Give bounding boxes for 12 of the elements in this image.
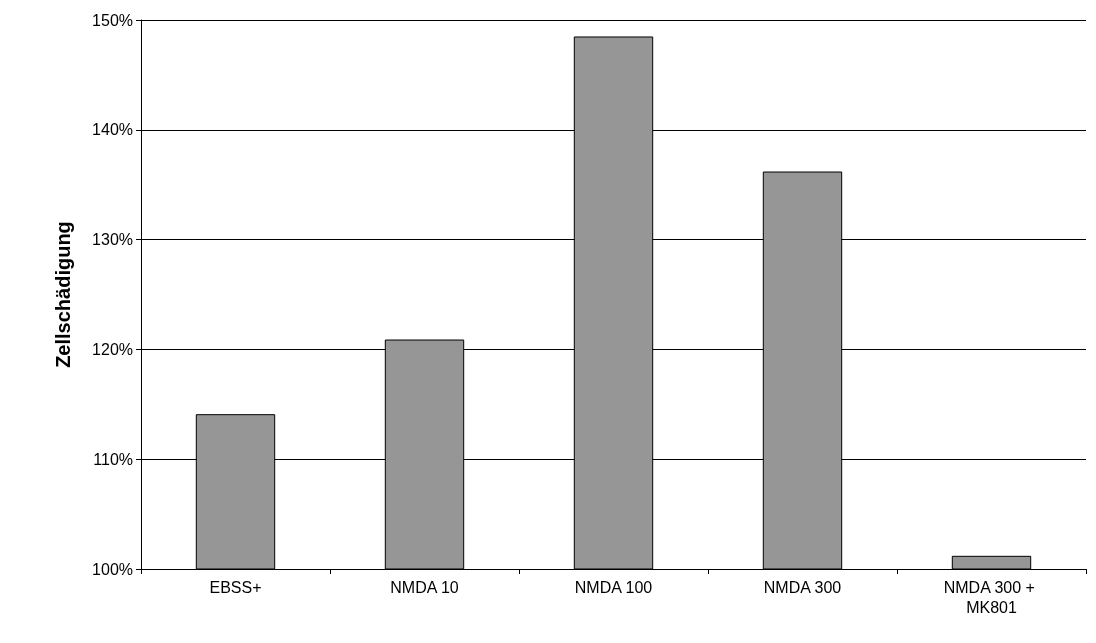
y-tick-label: 120% [92, 340, 133, 358]
x-tick-label: EBSS+ [209, 578, 262, 596]
y-tick-label: 100% [92, 560, 133, 578]
y-axis-title: Zellschädigung [52, 221, 74, 368]
x-tick-label: NMDA 300 + MK801 [943, 578, 1040, 616]
x-tick-label: NMDA 300 [763, 578, 842, 596]
x-tick-label: NMDA 100 [574, 578, 653, 596]
y-tick-label: 140% [92, 121, 133, 139]
y-tick-label: 130% [92, 231, 133, 249]
y-tick-label: 150% [92, 11, 133, 29]
x-tick-label: NMDA 10 [390, 578, 459, 596]
y-tick-label: 110% [93, 450, 133, 468]
